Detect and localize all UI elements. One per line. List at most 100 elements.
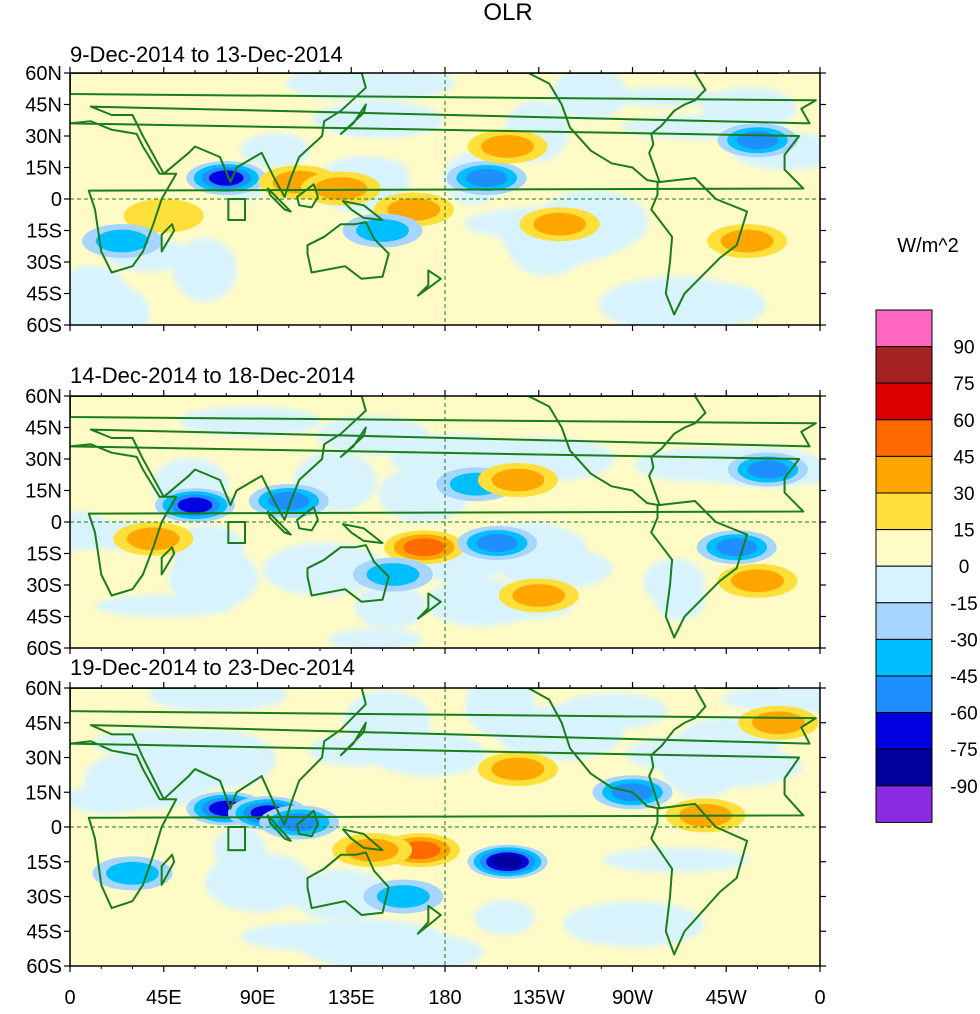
anomaly-contour — [126, 527, 180, 551]
weak-anomaly-patch — [240, 132, 311, 169]
sumatra-outline — [266, 510, 292, 536]
panel-2: 14-Dec-2014 to 18-Dec-2014 60N 45N 30N 15N 0… — [25, 363, 826, 660]
latitude-tick-label: 15N — [25, 158, 62, 180]
weak-anomaly-patch — [285, 73, 456, 102]
anomaly-contour — [366, 563, 420, 586]
anomaly-cell — [707, 224, 788, 258]
latitude-tick-label: 60S — [26, 315, 62, 337]
longitude-tick-label: 90W — [612, 987, 653, 1009]
latitude-tick-label: 45S — [26, 607, 62, 629]
anomaly-cell — [300, 171, 381, 206]
reference-box — [227, 826, 246, 852]
longitude-tick-label: 45E — [146, 987, 182, 1009]
weak-anomaly-patch — [292, 869, 390, 922]
borneo-outline — [296, 809, 319, 838]
anomaly-cell — [332, 833, 413, 868]
coastlines — [70, 688, 817, 956]
anomaly-cell — [477, 752, 558, 787]
panel-3-period: 19-Dec-2014 to 23-Dec-2014 — [70, 655, 355, 680]
anomaly-cell — [92, 856, 173, 891]
samerica-outline — [650, 802, 749, 956]
madagascar-outline — [160, 546, 176, 576]
latitude-tick-label: 30N — [25, 449, 62, 471]
panel-1: 9-Dec-2014 to 13-Dec-2014 60N 45N 30N 15N 0 1… — [25, 42, 826, 337]
colorbar-swatch — [875, 785, 933, 823]
panel-1-period: 9-Dec-2014 to 13-Dec-2014 — [70, 42, 343, 67]
weak-anomaly-patch — [70, 290, 149, 325]
namerica-outline — [475, 688, 707, 810]
anomaly-cell — [248, 484, 329, 518]
borneo-outline — [296, 183, 319, 209]
colorbar-level-label: -60 — [950, 704, 977, 725]
colorbar-swatch — [875, 492, 933, 531]
latitude-tick-label: 15N — [25, 481, 62, 503]
madagascar-outline — [160, 853, 176, 886]
anomaly-cell — [727, 452, 808, 487]
namerica-outline — [475, 396, 707, 507]
colorbar-swatch — [875, 602, 933, 640]
anomaly-cell — [498, 578, 579, 613]
colorbar-level-label: 75 — [953, 374, 974, 395]
colorbar-level-label: -15 — [950, 594, 977, 615]
colorbar-level-label: -90 — [950, 777, 977, 798]
australia-outline — [306, 544, 390, 603]
samerica-outline — [650, 177, 749, 316]
latitude-tick-label: 0 — [51, 817, 62, 839]
latitude-tick-label: 60S — [26, 956, 62, 978]
weak-anomaly-patch — [327, 628, 423, 648]
europeAsia-outline — [70, 73, 817, 198]
weak-anomaly-patch — [473, 899, 536, 935]
newguinea-outline — [341, 200, 384, 221]
anomaly-contour — [481, 135, 534, 158]
coastlines — [70, 396, 817, 639]
panel-3-map: 60N 45N 30N 15N 0 15S 30S 45S 60S — [25, 678, 826, 978]
colorbar-level-label: 0 — [959, 557, 970, 578]
anomaly-cell — [113, 521, 194, 556]
latitude-tick-label: 30S — [26, 252, 62, 274]
colorbar-level-label: -75 — [950, 740, 977, 761]
weak-anomaly-patch — [721, 688, 820, 713]
longitude-tick-label: 135W — [513, 987, 565, 1009]
chart-title: OLR — [483, 0, 532, 26]
namerica-outline — [475, 73, 707, 184]
samerica-outline — [650, 500, 749, 639]
anomaly-contour — [314, 177, 368, 200]
japan-outline — [339, 721, 367, 757]
weak-anomaly-patch — [342, 933, 485, 966]
weak-anomaly-patch — [85, 784, 137, 811]
anomaly-cell — [717, 123, 798, 158]
weak-anomaly-patch — [551, 73, 628, 120]
panel-2-map: 60N 45N 30N 15N 0 15S 30S 45S 60S — [25, 386, 826, 660]
newguinea-outline — [341, 828, 384, 852]
colorbar-level-label: 15 — [953, 521, 974, 542]
colorbar-swatch — [875, 419, 933, 457]
colorbar-level-label: -30 — [950, 630, 977, 651]
coastlines — [70, 73, 817, 316]
anomaly-contour — [403, 538, 445, 557]
weak-anomaly-patch — [148, 688, 288, 712]
madagascar-outline — [160, 223, 176, 253]
australia-outline — [306, 851, 390, 917]
colorbar-units: W/m^2 — [897, 235, 959, 257]
weak-anomaly-patch — [598, 276, 754, 325]
latitude-tick-label: 30S — [26, 575, 62, 597]
borneo-outline — [296, 506, 319, 532]
anomaly-cell — [467, 129, 548, 164]
nz-outline — [416, 904, 442, 935]
latitude-tick-label: 45N — [25, 713, 62, 735]
anomaly-contour — [751, 711, 805, 735]
weak-anomaly-patch — [562, 901, 705, 948]
latitude-tick-label: 15S — [26, 221, 62, 243]
colorbar-labels: 90 75 60 45 30 15 0 -15 -30 -45 -60 -75 -90 — [950, 338, 977, 798]
nz-outline — [416, 592, 442, 620]
anomaly-contour — [491, 757, 545, 781]
latitude-tick-label: 0 — [51, 512, 62, 534]
anomaly-cell — [467, 844, 548, 879]
longitude-tick-labels: 0 45E 90E 135E 180 135W 90W 45W 0 — [64, 987, 825, 1009]
longitude-tick-label: 90E — [240, 987, 276, 1009]
anomaly-cell — [696, 530, 777, 565]
longitude-tick-label: 0 — [814, 987, 825, 1009]
sumatra-outline — [266, 187, 292, 213]
weak-anomaly-patch — [557, 692, 669, 730]
weak-anomaly-patch — [159, 729, 277, 789]
